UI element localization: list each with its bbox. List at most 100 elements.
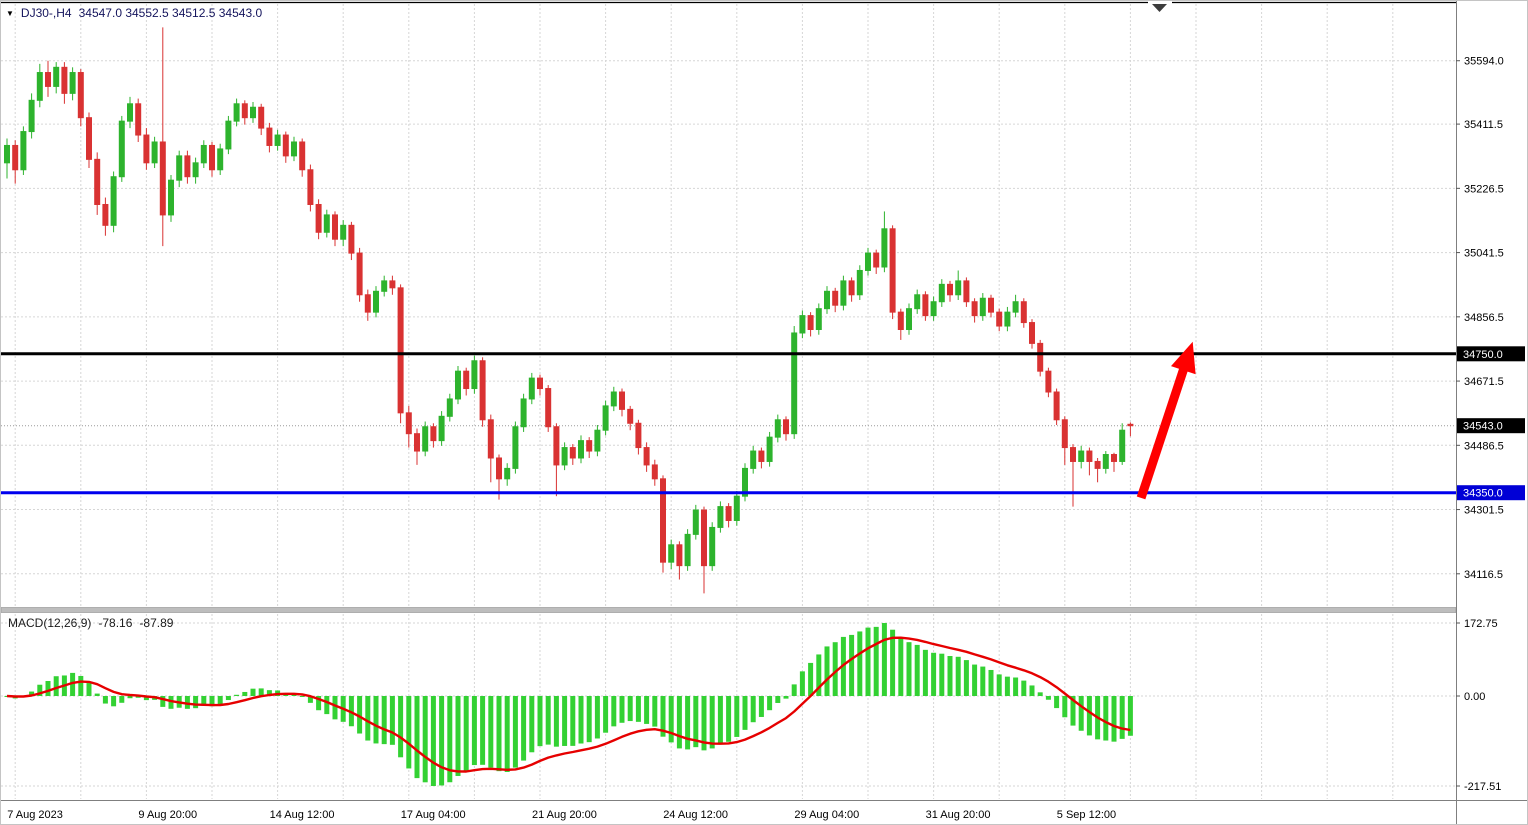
macd-bar — [734, 696, 740, 737]
macd-bar — [135, 696, 141, 698]
candle — [291, 136, 297, 162]
macd-bar — [529, 696, 535, 753]
candle — [110, 171, 117, 233]
price-axis: 35594.0 35411.5 35226.5 35041.5 34856.5 34671… — [1456, 56, 1525, 581]
candle — [856, 265, 863, 300]
macd-bar — [480, 696, 486, 765]
candle — [1061, 416, 1068, 465]
candle — [815, 303, 822, 335]
candle — [69, 67, 76, 101]
macd-bar — [685, 696, 691, 750]
symbol-period-label: DJ30-,H4 — [20, 6, 72, 20]
time-axis-label: 29 Aug 04:00 — [794, 809, 859, 821]
macd-bar — [914, 644, 920, 696]
macd-bar — [102, 696, 108, 704]
macd-bar — [709, 696, 715, 749]
candle — [438, 411, 445, 446]
time-axis-label: 5 Sep 12:00 — [1057, 809, 1116, 821]
candle — [455, 365, 461, 405]
candle — [758, 447, 765, 469]
macd-bar — [299, 696, 305, 697]
macd-bar — [890, 629, 896, 696]
candle — [414, 428, 420, 465]
macd-bar — [931, 652, 937, 696]
candle — [1127, 422, 1134, 437]
candle — [824, 286, 830, 314]
candle — [266, 122, 273, 153]
macd-bar — [512, 696, 518, 768]
price-badge: 34750.0 — [1457, 346, 1525, 362]
candle — [430, 423, 437, 448]
macd-bar — [488, 696, 494, 768]
macd-bar — [603, 696, 609, 733]
macd-bar — [316, 696, 322, 711]
chart-shift-marker-icon[interactable] — [1152, 4, 1167, 12]
time-axis-label: 17 Aug 04:00 — [401, 809, 466, 821]
candle — [364, 289, 371, 321]
macd-bar — [1070, 696, 1076, 726]
macd-bar — [1111, 696, 1117, 742]
macd-bar — [898, 637, 904, 696]
macd-bar — [832, 642, 838, 696]
candle — [1086, 447, 1093, 476]
macd-bar — [94, 693, 100, 696]
candle — [151, 136, 158, 169]
macd-bar — [1062, 696, 1068, 718]
candle — [299, 138, 306, 177]
macd-bar — [865, 627, 871, 696]
macd-bar — [193, 696, 199, 709]
candle — [569, 444, 576, 465]
candle — [1102, 451, 1109, 474]
macd-bar — [627, 696, 633, 722]
candle — [594, 424, 601, 457]
macd-bar — [1021, 680, 1027, 696]
price-axis-label: 34671.5 — [1464, 376, 1504, 388]
candle — [619, 388, 625, 417]
candle — [200, 140, 207, 169]
candle — [889, 225, 896, 320]
candle — [1029, 319, 1035, 349]
candle — [906, 303, 912, 335]
macd-bar — [611, 696, 617, 727]
candle — [709, 522, 716, 571]
price-axis-label: 35041.5 — [1464, 248, 1504, 260]
candle — [1111, 452, 1117, 472]
svg-text:34543.0: 34543.0 — [1463, 421, 1503, 433]
candle — [233, 98, 240, 127]
macd-bar — [389, 696, 395, 745]
macd-bar — [1078, 696, 1084, 731]
time-axis-label: 24 Aug 12:00 — [663, 809, 728, 821]
candle — [463, 367, 470, 396]
svg-text:34350.0: 34350.0 — [1463, 488, 1503, 500]
macd-bar — [217, 696, 223, 705]
price-axis-label: 35226.5 — [1464, 183, 1504, 195]
candle — [479, 357, 486, 427]
macd-axis: 172.75 0.00 -217.51 — [1456, 618, 1501, 793]
candle — [28, 93, 35, 139]
price-axis-label: 34116.5 — [1464, 569, 1503, 581]
macd-bar — [963, 660, 969, 696]
candle — [955, 270, 962, 300]
macd-bar — [652, 696, 658, 727]
macd-bar — [980, 666, 986, 696]
candle — [684, 529, 691, 571]
time-axis-label: 7 Aug 2023 — [7, 809, 63, 821]
macd-bar — [160, 696, 166, 707]
candle — [922, 291, 929, 321]
macd-bar — [537, 696, 543, 747]
macd-bar — [758, 696, 764, 717]
indicator-signal-value: -87.89 — [139, 616, 174, 630]
candle — [118, 115, 125, 182]
macd-bar — [545, 696, 551, 745]
macd-bar — [750, 696, 756, 723]
candle — [1078, 445, 1085, 469]
candle — [733, 490, 740, 526]
candle — [988, 294, 994, 318]
candle — [643, 442, 650, 472]
macd-bar — [955, 656, 961, 696]
macd-bar — [430, 696, 436, 786]
macd-bar — [250, 688, 256, 696]
price-badge: 34543.0 — [1457, 418, 1525, 434]
